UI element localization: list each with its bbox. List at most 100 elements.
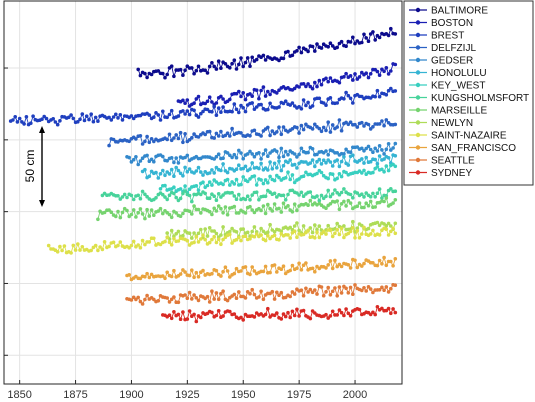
data-point (131, 116, 136, 121)
data-point (178, 317, 183, 322)
data-point (207, 196, 212, 200)
data-point (315, 84, 319, 89)
data-point (241, 156, 245, 161)
data-point (250, 161, 254, 165)
data-point (169, 156, 174, 160)
data-point (212, 234, 216, 239)
data-point (185, 153, 190, 158)
data-point (266, 202, 270, 207)
data-point (152, 297, 156, 302)
data-point (382, 152, 386, 156)
data-point (138, 73, 143, 78)
data-point (245, 179, 250, 184)
data-point (212, 206, 216, 211)
data-point (187, 290, 192, 295)
data-point (286, 160, 290, 165)
data-point (261, 152, 266, 156)
data-point (69, 113, 73, 117)
data-point (266, 89, 270, 94)
data-point (297, 193, 301, 197)
legend-label-5: HONOLULU (431, 68, 487, 79)
data-point (337, 308, 342, 312)
data-point (165, 159, 169, 163)
data-point (212, 136, 216, 140)
data-point (181, 310, 185, 314)
data-point (205, 99, 210, 104)
data-point (205, 294, 210, 299)
data-point (120, 118, 125, 122)
data-point (230, 61, 234, 66)
data-point (214, 131, 219, 136)
data-point (375, 88, 380, 93)
data-point (348, 40, 353, 44)
data-point (176, 114, 181, 118)
data-point (259, 102, 263, 107)
data-point (364, 191, 369, 195)
data-point (373, 312, 378, 317)
data-point (353, 258, 357, 263)
data-point (232, 204, 237, 209)
data-point (149, 72, 154, 77)
data-point (313, 223, 317, 227)
data-point (346, 122, 351, 127)
data-point (351, 292, 355, 297)
data-point (214, 231, 219, 236)
data-point (192, 312, 196, 317)
data-point (172, 185, 176, 189)
data-point (163, 276, 167, 281)
data-point (286, 192, 290, 197)
x-tick-label-1: 1875 (63, 389, 87, 401)
data-point (371, 228, 375, 233)
data-point (380, 285, 384, 290)
data-point (163, 75, 167, 80)
data-point (339, 159, 344, 164)
data-point (178, 171, 183, 176)
data-point (254, 57, 259, 62)
data-point (147, 140, 152, 145)
data-point (145, 75, 149, 80)
data-point (169, 297, 174, 302)
data-point (313, 49, 317, 53)
data-point (210, 212, 214, 217)
data-point (230, 241, 234, 245)
data-point (286, 204, 290, 208)
data-point (259, 178, 263, 182)
data-point (393, 141, 398, 146)
data-point (310, 127, 315, 131)
data-point (377, 94, 382, 99)
data-point (190, 297, 194, 301)
data-point (281, 101, 286, 106)
data-point (301, 82, 306, 86)
data-point (243, 234, 248, 238)
data-point (216, 297, 221, 302)
data-point (237, 211, 241, 215)
data-point (252, 210, 257, 215)
data-point (136, 295, 140, 300)
data-point (31, 114, 35, 118)
data-point (348, 314, 353, 318)
x-axis-ticks: 1850 1875 1900 1925 1950 1975 2000 (4, 67, 367, 401)
data-point (221, 225, 225, 229)
data-point (344, 44, 348, 48)
data-point (321, 125, 326, 130)
data-point (203, 191, 207, 196)
data-point (382, 199, 386, 204)
data-point (348, 285, 353, 290)
data-point (178, 130, 183, 135)
data-point (335, 101, 340, 105)
data-point (232, 58, 237, 62)
data-point (348, 201, 353, 205)
series-newlyn (165, 219, 398, 241)
data-point (360, 171, 364, 175)
data-point (172, 191, 176, 196)
data-point (306, 49, 310, 54)
data-point (169, 167, 174, 172)
data-point (268, 174, 272, 179)
scale-bar-label: 50 cm (23, 150, 37, 183)
data-point (362, 261, 366, 266)
data-point (225, 212, 230, 217)
data-point (194, 234, 199, 239)
data-point (366, 285, 371, 289)
data-point (196, 298, 201, 303)
data-point (114, 214, 118, 219)
